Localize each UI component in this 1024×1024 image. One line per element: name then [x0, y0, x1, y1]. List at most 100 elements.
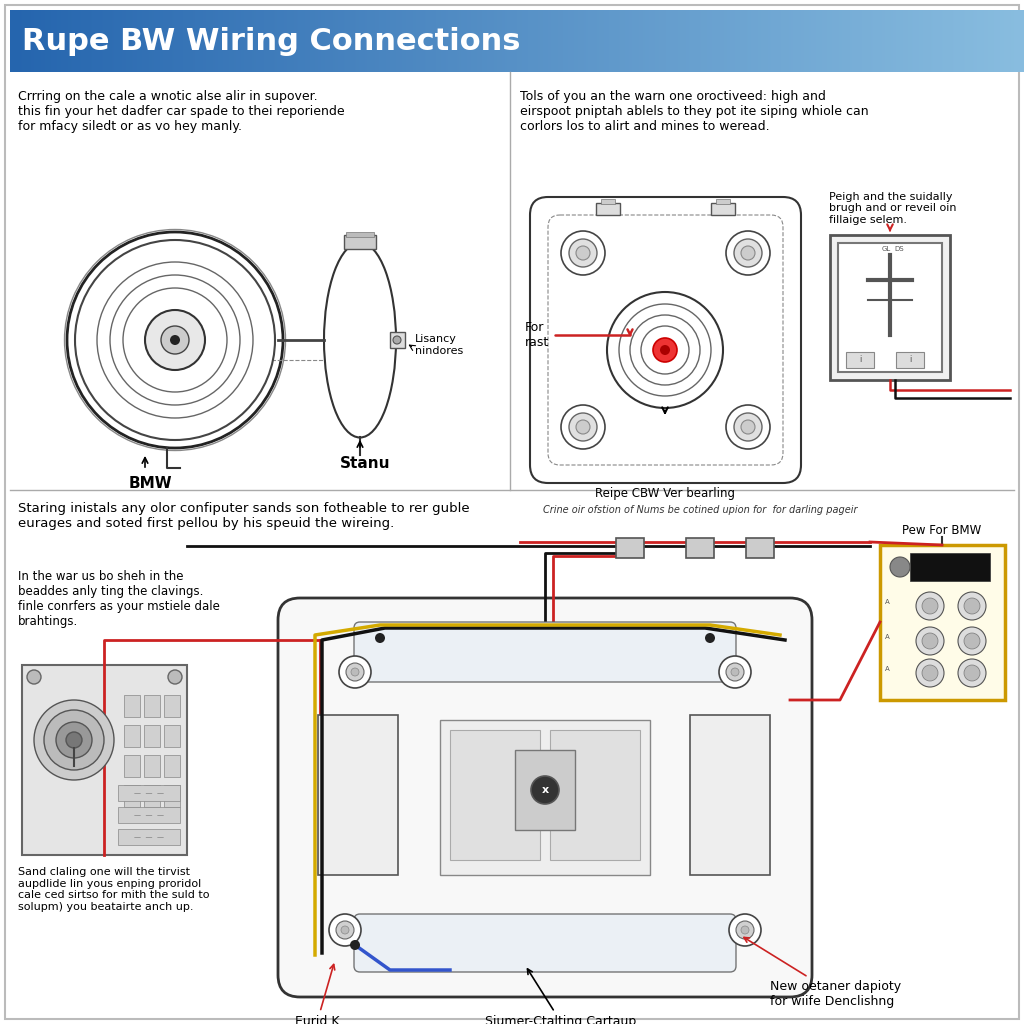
- Circle shape: [161, 326, 189, 354]
- Circle shape: [736, 921, 754, 939]
- Bar: [118, 785, 180, 801]
- Circle shape: [561, 231, 605, 275]
- Text: Eurid K: Eurid K: [295, 965, 340, 1024]
- Circle shape: [346, 663, 364, 681]
- Text: New oetaner dapioty
for wiife Denclishng: New oetaner dapioty for wiife Denclishng: [744, 937, 901, 1008]
- Bar: [601, 199, 615, 204]
- FancyBboxPatch shape: [354, 622, 736, 682]
- Bar: [596, 203, 620, 215]
- Text: Sand claling one will the tirvist
aupdlide lin yous enping proridol
cale ced sir: Sand claling one will the tirvist aupdli…: [18, 867, 210, 911]
- Text: A: A: [885, 634, 890, 640]
- Circle shape: [34, 700, 114, 780]
- Circle shape: [110, 275, 240, 406]
- Bar: [144, 755, 160, 777]
- Bar: [830, 234, 950, 380]
- Bar: [164, 755, 180, 777]
- Circle shape: [922, 633, 938, 649]
- Bar: [686, 538, 714, 558]
- Bar: [550, 730, 640, 860]
- Text: GL: GL: [882, 246, 891, 252]
- Bar: [616, 538, 644, 558]
- Circle shape: [350, 940, 360, 950]
- Text: i: i: [859, 355, 861, 365]
- Circle shape: [922, 665, 938, 681]
- Circle shape: [27, 670, 41, 684]
- Bar: [896, 352, 924, 368]
- Text: Tols of you an the warn one oroctiveed: high and
eirspoot pniptah ablels to they: Tols of you an the warn one oroctiveed: …: [520, 90, 868, 133]
- Text: —  —  —: — — —: [134, 834, 164, 840]
- Circle shape: [170, 335, 180, 345]
- Circle shape: [916, 659, 944, 687]
- Circle shape: [726, 231, 770, 275]
- Circle shape: [569, 413, 597, 441]
- Bar: [450, 730, 540, 860]
- Bar: [164, 785, 180, 807]
- Text: Rupe BW Wiring Connections: Rupe BW Wiring Connections: [22, 27, 520, 55]
- Circle shape: [531, 776, 559, 804]
- Circle shape: [964, 598, 980, 614]
- Bar: [880, 545, 1005, 700]
- Circle shape: [741, 420, 755, 434]
- Circle shape: [958, 659, 986, 687]
- Circle shape: [336, 921, 354, 939]
- Circle shape: [341, 926, 349, 934]
- Circle shape: [726, 663, 744, 681]
- Bar: [711, 203, 735, 215]
- Bar: [390, 332, 406, 348]
- Circle shape: [97, 262, 253, 418]
- Bar: [22, 665, 187, 855]
- Circle shape: [734, 413, 762, 441]
- Text: —  —  —: — — —: [134, 790, 164, 796]
- Circle shape: [705, 633, 715, 643]
- Circle shape: [168, 670, 182, 684]
- Circle shape: [958, 592, 986, 620]
- Text: Crine oir ofstion of Nums be cotined upion for  for darling pageir: Crine oir ofstion of Nums be cotined upi…: [543, 505, 857, 515]
- Ellipse shape: [324, 243, 396, 437]
- Bar: [746, 538, 774, 558]
- Text: DS: DS: [894, 246, 903, 252]
- Circle shape: [922, 598, 938, 614]
- Bar: [118, 829, 180, 845]
- FancyBboxPatch shape: [530, 197, 801, 483]
- Circle shape: [719, 656, 751, 688]
- Circle shape: [641, 326, 689, 374]
- Circle shape: [569, 239, 597, 267]
- Text: Crrring on the cale a wnotic alse alir in supover.
this fin your het dadfer car : Crrring on the cale a wnotic alse alir i…: [18, 90, 345, 133]
- Circle shape: [375, 633, 385, 643]
- Circle shape: [916, 592, 944, 620]
- Bar: [346, 232, 374, 237]
- Circle shape: [44, 710, 104, 770]
- Bar: [440, 720, 650, 874]
- Text: Siumer-Ctalting Cartaup: Siumer-Ctalting Cartaup: [485, 969, 636, 1024]
- Circle shape: [329, 914, 361, 946]
- Circle shape: [75, 240, 275, 440]
- Circle shape: [958, 627, 986, 655]
- Circle shape: [964, 665, 980, 681]
- Bar: [515, 750, 575, 830]
- Text: For
rast: For rast: [525, 321, 633, 349]
- Circle shape: [351, 668, 359, 676]
- Circle shape: [653, 338, 677, 362]
- Circle shape: [339, 656, 371, 688]
- Text: —  —  —: — — —: [134, 812, 164, 818]
- Bar: [344, 234, 376, 249]
- Bar: [124, 695, 140, 717]
- Bar: [716, 199, 730, 204]
- Text: Pew For BMW: Pew For BMW: [902, 524, 982, 537]
- FancyBboxPatch shape: [354, 914, 736, 972]
- Circle shape: [890, 557, 910, 577]
- Bar: [124, 755, 140, 777]
- Text: Lisancy
nindores: Lisancy nindores: [415, 334, 463, 355]
- Circle shape: [67, 232, 283, 449]
- Bar: [144, 785, 160, 807]
- Bar: [124, 785, 140, 807]
- Circle shape: [123, 288, 227, 392]
- Bar: [910, 553, 990, 581]
- Text: Reipe CBW Ver bearling: Reipe CBW Ver bearling: [595, 487, 735, 500]
- Bar: [118, 807, 180, 823]
- Text: In the war us bo sheh in the
beaddes anly ting the clavings.
finle conrfers as y: In the war us bo sheh in the beaddes anl…: [18, 570, 220, 628]
- Circle shape: [393, 336, 401, 344]
- Text: Peigh and the suidally
brugh and or reveil oin
fillaige selem.: Peigh and the suidally brugh and or reve…: [829, 191, 956, 225]
- Circle shape: [66, 732, 82, 748]
- Text: Staring inistals any olor confiputer sands son fotheable to rer guble
eurages an: Staring inistals any olor confiputer san…: [18, 502, 470, 530]
